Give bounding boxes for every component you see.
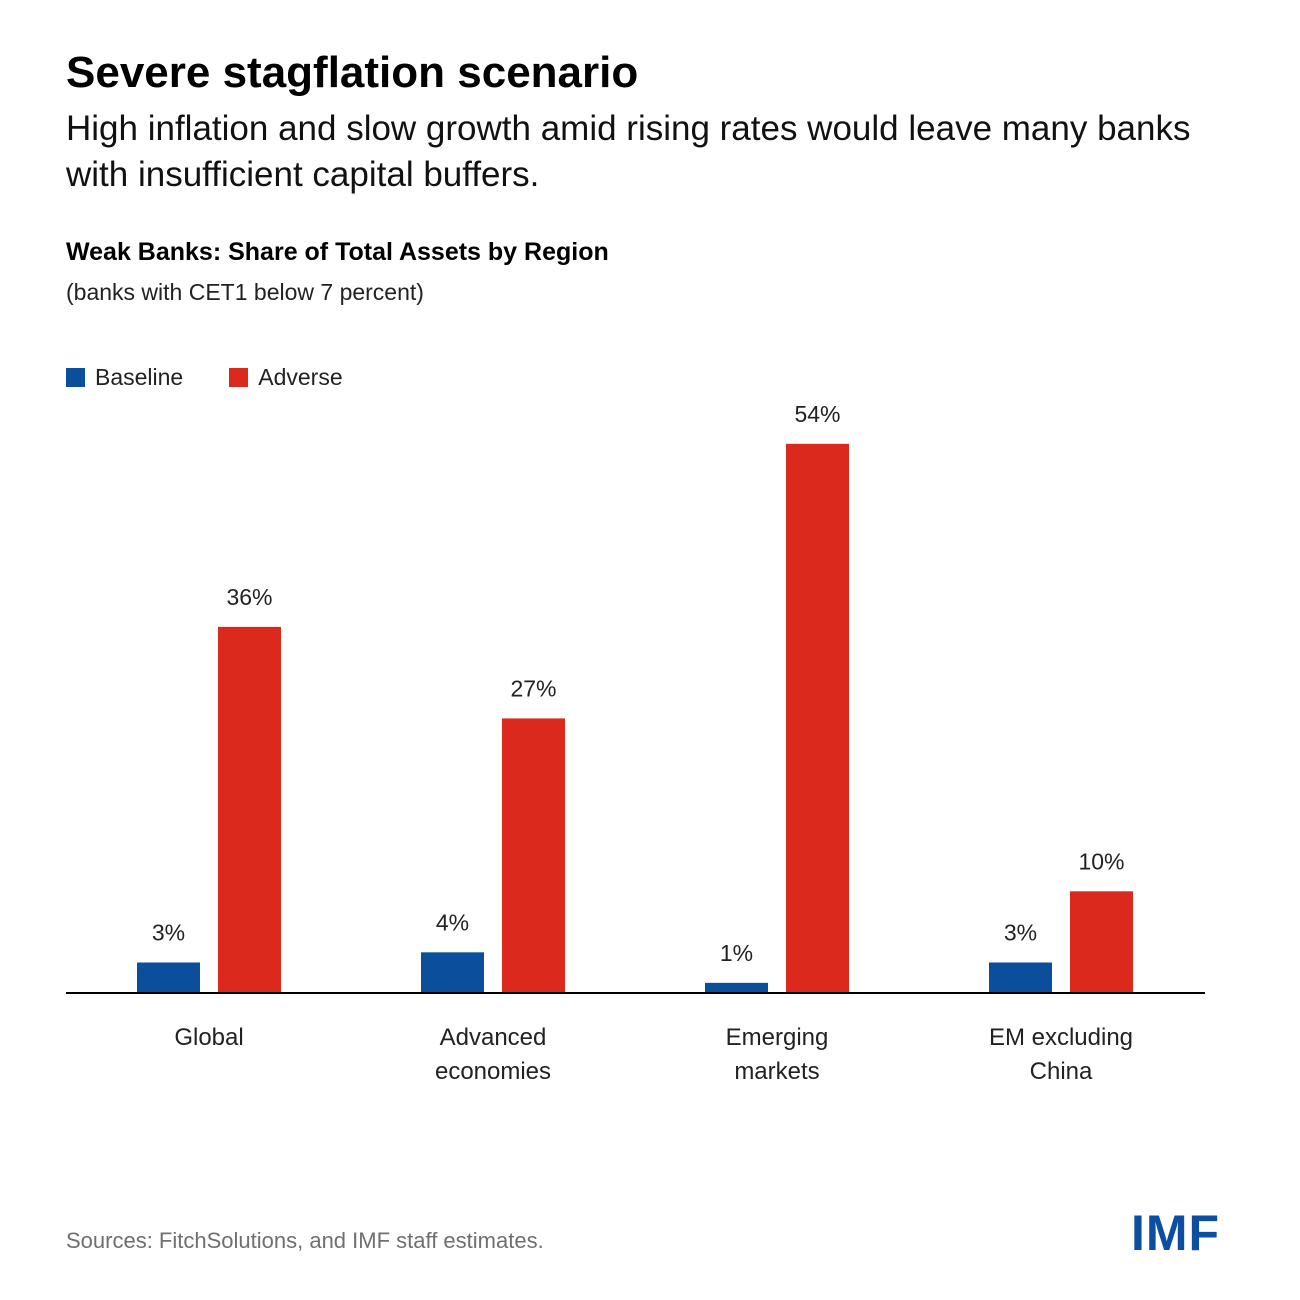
category-label-3: Emerging markets bbox=[726, 1024, 829, 1085]
category-label-4: EM excluding China bbox=[989, 1024, 1133, 1085]
data-label-adverse-4: 10% bbox=[1078, 848, 1124, 874]
category-label-line: China bbox=[1030, 1058, 1093, 1085]
chart-title: Weak Banks: Share of Total Assets by Reg… bbox=[66, 238, 609, 266]
category-label-line: Emerging bbox=[726, 1024, 829, 1051]
data-label-baseline-3: 1% bbox=[720, 940, 753, 966]
bar-baseline-3 bbox=[705, 982, 768, 993]
legend-label-baseline: Baseline bbox=[95, 364, 184, 390]
legend-swatch-adverse bbox=[229, 367, 249, 387]
page-subtitle: High inflation and slow growth amid risi… bbox=[66, 109, 1191, 194]
page-title: Severe stagflation scenario bbox=[66, 48, 639, 97]
category-label-line: Advanced bbox=[440, 1024, 547, 1051]
data-label-adverse-3: 54% bbox=[794, 401, 840, 427]
data-label-baseline-1: 3% bbox=[152, 919, 185, 945]
data-label-adverse-2: 27% bbox=[510, 675, 556, 701]
legend-swatch-baseline bbox=[66, 367, 85, 387]
source-note: Sources: FitchSolutions, and IMF staff e… bbox=[66, 1228, 544, 1253]
category-label-line: Global bbox=[174, 1024, 243, 1051]
bar-adverse-1 bbox=[218, 626, 281, 993]
category-label-2: Advanced economies bbox=[435, 1024, 551, 1085]
chart-legend: Baseline Adverse bbox=[66, 361, 389, 393]
imf-logo: IMF bbox=[1131, 1205, 1221, 1261]
data-label-baseline-2: 4% bbox=[436, 909, 469, 935]
bar-baseline-4 bbox=[989, 962, 1052, 993]
legend-label-adverse: Adverse bbox=[258, 364, 343, 390]
bar-adverse-3 bbox=[786, 443, 849, 993]
bar-baseline-1 bbox=[137, 962, 200, 993]
category-label-line: economies bbox=[435, 1058, 551, 1085]
data-label-baseline-4: 3% bbox=[1004, 919, 1037, 945]
legend-item-adverse: Adverse bbox=[229, 361, 343, 393]
bar-adverse-2 bbox=[502, 718, 565, 993]
category-label-1: Global bbox=[174, 1024, 243, 1051]
data-label-adverse-1: 36% bbox=[226, 584, 272, 610]
category-label-line: EM excluding bbox=[989, 1024, 1133, 1051]
legend-item-baseline: Baseline bbox=[66, 361, 183, 393]
bar-adverse-4 bbox=[1070, 891, 1133, 993]
bar-baseline-2 bbox=[421, 952, 484, 993]
chart-subtitle: (banks with CET1 below 7 percent) bbox=[66, 279, 424, 305]
category-label-line: markets bbox=[734, 1058, 819, 1085]
